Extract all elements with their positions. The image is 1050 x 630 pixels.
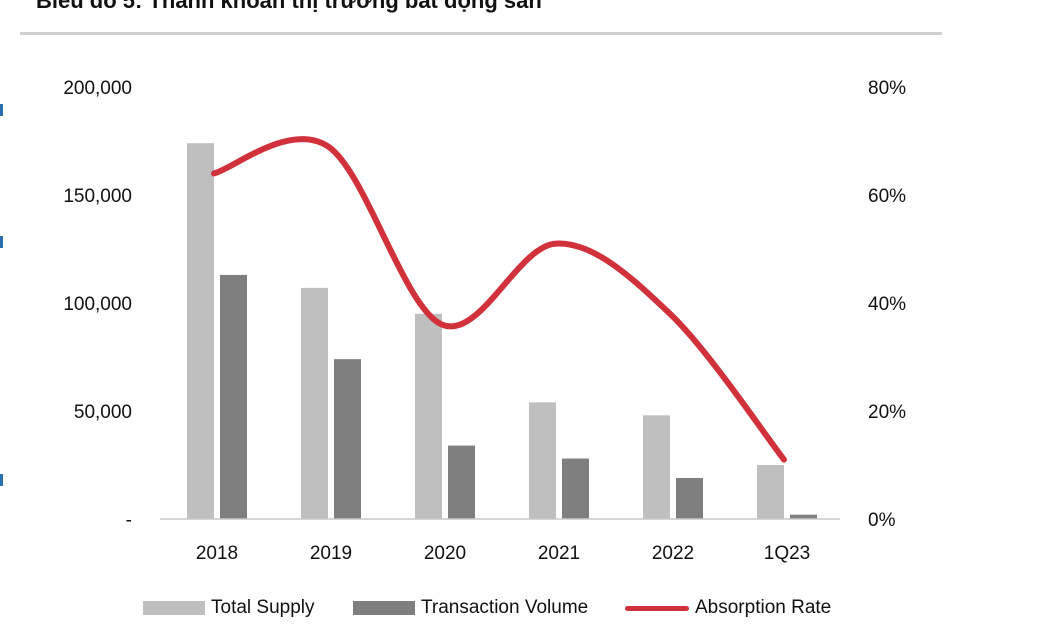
bar-total-supply-2019: [301, 287, 328, 519]
legend-item-total-supply: Total Supply: [143, 596, 315, 620]
legend-swatch: [143, 601, 205, 615]
right-tick-label: 60%: [868, 186, 906, 207]
x-tick-label: 2021: [538, 543, 580, 564]
left-tick-label: -: [126, 510, 132, 531]
x-axis: 2018 2019 2020 2021 2022 1Q23: [196, 543, 810, 564]
bar-total-supply-2021: [529, 402, 556, 519]
bar-transaction-volume-2021: [562, 458, 589, 519]
edge-marker: [0, 236, 3, 248]
title-divider: [20, 32, 942, 35]
left-axis: 200,000 150,000 100,000 50,000 -: [63, 78, 132, 531]
legend-swatch: [353, 601, 415, 615]
left-tick-label: 200,000: [63, 78, 132, 99]
right-tick-label: 0%: [868, 510, 896, 531]
left-tick-label: 100,000: [63, 294, 132, 315]
bar-total-supply-2020: [415, 313, 442, 519]
legend-label: Transaction Volume: [421, 597, 589, 618]
bar-total-supply-1q23: [757, 465, 784, 519]
bar-transaction-volume-2022: [676, 477, 703, 519]
legend-item-transaction-volume: Transaction Volume: [353, 596, 588, 620]
absorption-rate-line: [211, 136, 787, 463]
legend-item-absorption-rate: Absorption Rate: [625, 596, 831, 620]
right-tick-label: 20%: [868, 402, 906, 423]
edge-marker: [0, 104, 3, 116]
bar-total-supply-2022: [643, 415, 670, 519]
right-tick-label: 80%: [868, 78, 906, 99]
bar-transaction-volume-2018: [220, 274, 247, 519]
x-tick-label: 1Q23: [764, 543, 810, 564]
bar-total-supply-2018: [187, 143, 214, 519]
legend-label: Total Supply: [211, 597, 315, 618]
legend-label: Absorption Rate: [695, 597, 832, 618]
bar-transaction-volume-2019: [334, 359, 361, 519]
left-tick-label: 50,000: [74, 402, 132, 423]
bar-layer: [187, 143, 817, 519]
x-tick-label: 2019: [310, 543, 352, 564]
bar-transaction-volume-2020: [448, 445, 475, 519]
bar-transaction-volume-1q23: [790, 514, 817, 519]
right-axis: 80% 60% 40% 20% 0%: [868, 78, 906, 531]
x-tick-label: 2018: [196, 543, 238, 564]
left-tick-label: 150,000: [63, 186, 132, 207]
legend-swatch: [625, 605, 689, 611]
chart-title: Biểu đồ 5: Thanh khoản thị trường bất độ…: [36, 0, 542, 13]
x-tick-label: 2020: [424, 543, 466, 564]
right-tick-label: 40%: [868, 294, 906, 315]
edge-marker: [0, 474, 3, 486]
x-tick-label: 2022: [652, 543, 694, 564]
